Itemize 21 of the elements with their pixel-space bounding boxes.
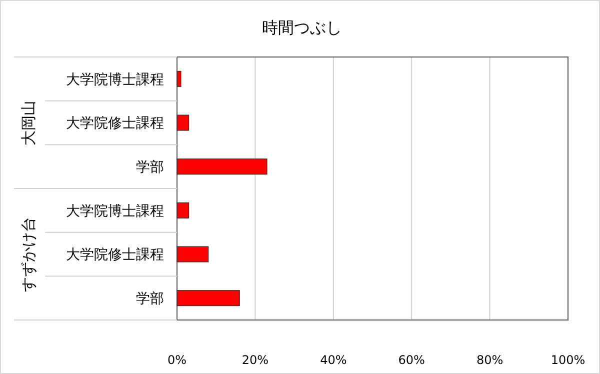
x-tick-label: 20% — [242, 353, 269, 367]
bar — [176, 246, 209, 262]
x-tick-label: 60% — [398, 353, 425, 367]
y-tick-label: 大学院修士課程 — [66, 247, 164, 264]
x-tick-label: 100% — [550, 353, 586, 367]
text: すずかけ台 — [19, 216, 38, 292]
bar — [176, 202, 190, 218]
bar — [176, 158, 268, 175]
x-tick-label: 80% — [476, 353, 504, 367]
chart-title: 時間つぶし — [262, 18, 342, 37]
x-tick-label: 40% — [320, 353, 347, 367]
y-tick-label: 大学院博士課程 — [66, 203, 164, 220]
bar — [176, 114, 190, 131]
text: 大岡山 — [19, 100, 38, 146]
y-tick-label: 大学院修士課程 — [66, 116, 164, 132]
y-tick-label: 学部 — [136, 159, 164, 176]
y-tick-label: 学部 — [136, 290, 164, 307]
bar — [176, 70, 182, 87]
x-tick-label: 0% — [167, 353, 187, 367]
bar — [176, 290, 240, 306]
y-tick-label: 大学院博士課程 — [66, 72, 164, 88]
